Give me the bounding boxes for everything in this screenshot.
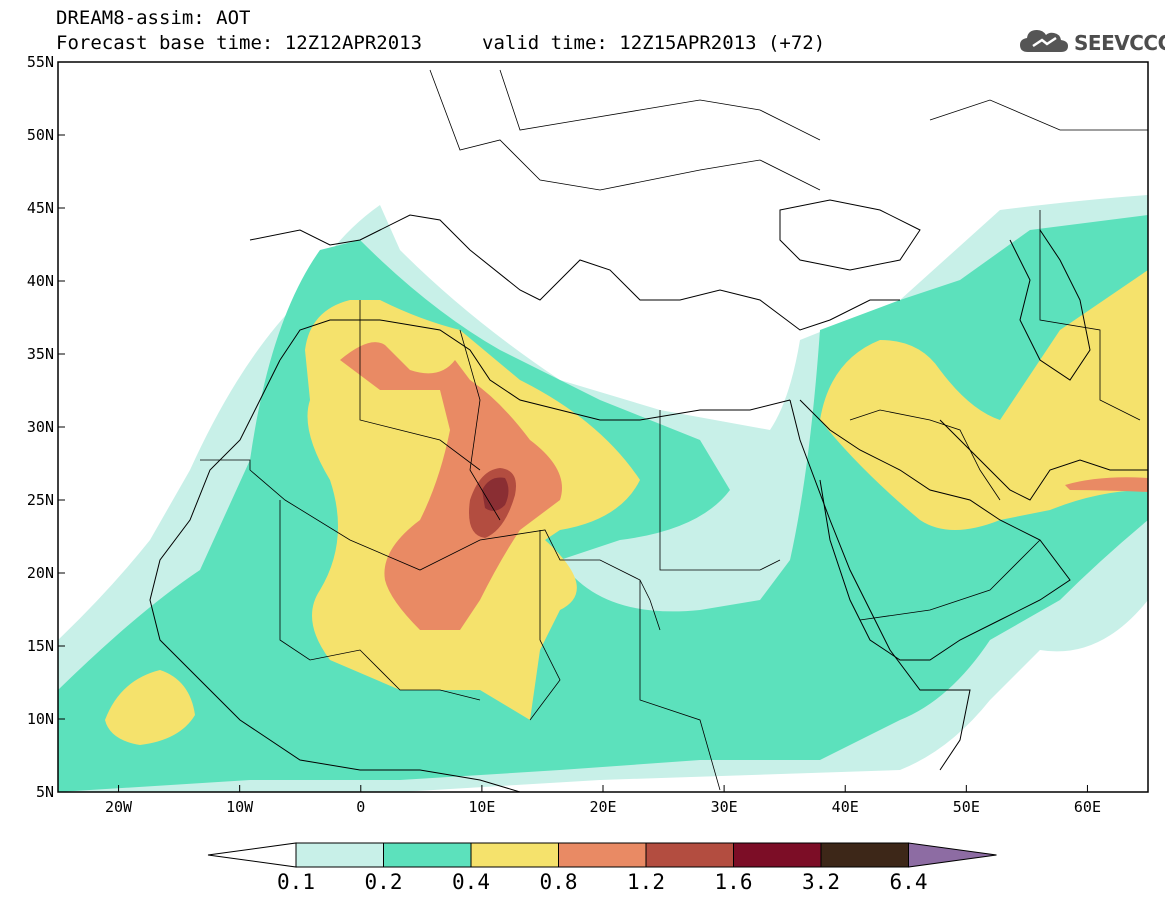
border-line <box>639 580 721 791</box>
y-tick-label: 40N <box>27 272 54 290</box>
coastline-africa-north <box>279 319 791 421</box>
colorbar-segment <box>470 842 559 868</box>
country-borders <box>200 69 1148 791</box>
aot-band-0-8-east <box>1065 477 1148 492</box>
colorbar-level-label: 0.4 <box>452 870 490 894</box>
x-tick-label: 0 <box>356 798 365 816</box>
y-tick-label: 45N <box>27 199 54 217</box>
coastline-africa-west <box>149 359 521 792</box>
x-axis: 20W 10W 0 10E 20E 30E 40E 50E 60E <box>105 785 1101 816</box>
border-line <box>499 69 821 141</box>
forecast-base-time: Forecast base time: 12Z12APR2013 <box>56 32 423 54</box>
y-axis: 55N 50N 45N 40N 35N 30N 25N 20N 15N 10N 5N <box>27 53 65 801</box>
y-tick-label: 5N <box>36 783 54 801</box>
aot-band-0-8 <box>340 342 562 630</box>
colorbar-low-arrow <box>207 842 297 868</box>
coastline-europe <box>249 214 900 331</box>
y-tick-label: 15N <box>27 637 54 655</box>
colorbar-level-label: 1.6 <box>714 870 753 894</box>
aot-field <box>58 195 1148 792</box>
colorbar-segment <box>383 842 472 868</box>
aot-band-0-4-west <box>105 670 195 745</box>
colorbar-segment <box>558 842 647 868</box>
coastlines <box>149 199 1148 792</box>
border-line <box>929 99 1148 131</box>
y-tick-label: 20N <box>27 564 54 582</box>
y-tick-label: 35N <box>27 345 54 363</box>
colorbar-high-arrow <box>908 842 997 868</box>
colorbar-level-label: 0.8 <box>539 870 578 894</box>
coastline-arabia <box>799 399 1071 661</box>
seevccc-logo: SEEVCCC <box>1018 26 1165 60</box>
border-line <box>459 329 501 521</box>
x-tick-label: 10E <box>468 798 495 816</box>
colorbar-segment <box>733 842 822 868</box>
colorbar-level-label: 1.2 <box>627 870 665 894</box>
x-tick-label: 60E <box>1074 798 1101 816</box>
x-tick-label: 20W <box>105 798 133 816</box>
colorbar-segment <box>645 842 734 868</box>
border-line <box>279 500 481 701</box>
border-line <box>859 539 1041 621</box>
coastline-black-sea <box>779 199 921 271</box>
forecast-valid-time: valid time: 12Z15APR2013 (+72) <box>482 32 826 54</box>
border-line <box>359 300 481 471</box>
y-tick-label: 55N <box>27 53 54 71</box>
colorbar-segment <box>820 842 909 868</box>
y-tick-label: 50N <box>27 126 54 144</box>
colorbar-segment <box>295 842 384 868</box>
colorbar <box>207 842 997 868</box>
x-tick-label: 40E <box>832 798 859 816</box>
border-line <box>659 410 781 571</box>
border-line <box>429 69 821 191</box>
y-tick-label: 10N <box>27 710 54 728</box>
coastline-red-sea <box>789 399 971 771</box>
colorbar-level-label: 6.4 <box>889 870 928 894</box>
colorbar-level-label: 0.1 <box>277 870 315 894</box>
x-tick-label: 10W <box>226 798 254 816</box>
border-line <box>529 530 561 721</box>
x-tick-label: 50E <box>953 798 980 816</box>
colorbar-level-label: 3.2 <box>802 870 840 894</box>
coastline-caspian <box>1009 229 1091 381</box>
border-line <box>849 409 1001 501</box>
y-tick-label: 25N <box>27 491 54 509</box>
colorbar-level-label: 0.2 <box>364 870 403 894</box>
cloud-icon <box>1018 26 1070 60</box>
y-tick-label: 30N <box>27 418 54 436</box>
aot-band-1-6 <box>482 477 509 511</box>
x-tick-label: 30E <box>711 798 738 816</box>
x-tick-label: 20E <box>589 798 616 816</box>
map-title: DREAM8-assim: AOT <box>56 7 251 29</box>
border-line <box>1039 210 1141 421</box>
logo-text: SEEVCCC <box>1074 31 1165 55</box>
